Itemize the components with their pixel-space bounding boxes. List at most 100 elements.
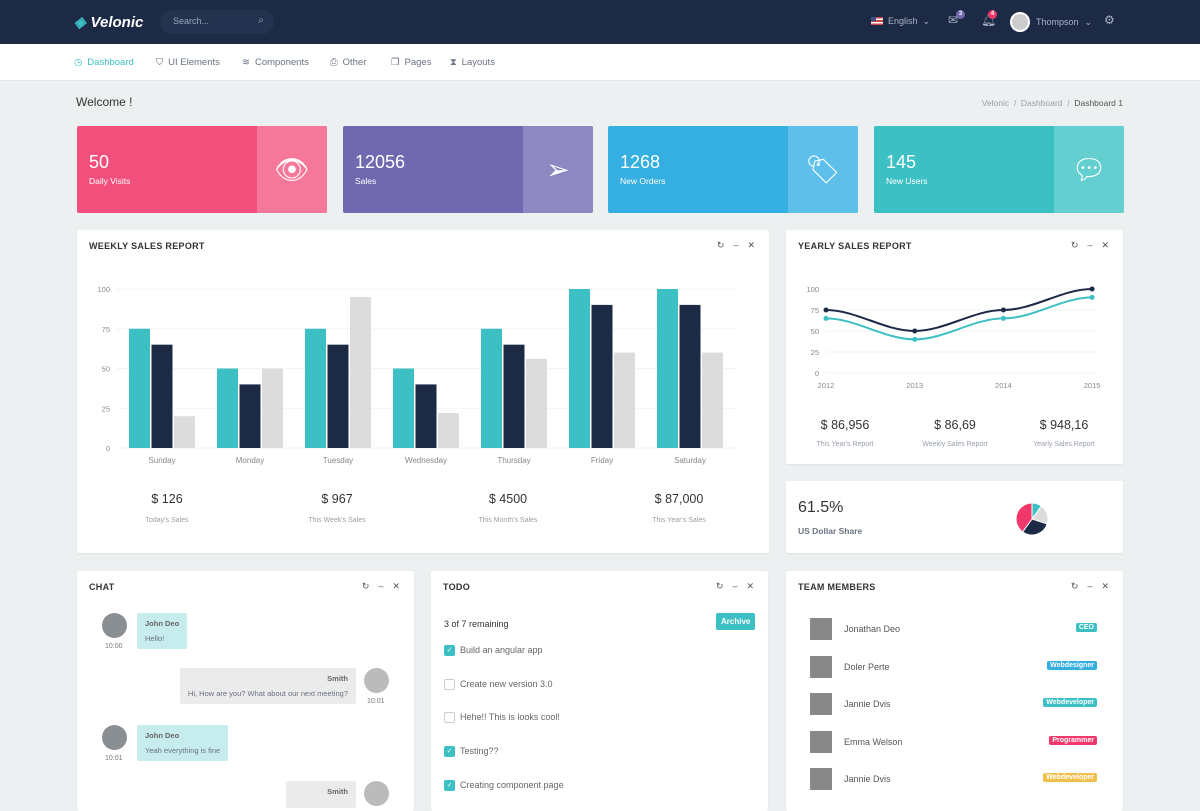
line-point [912,336,918,342]
dashboard-icon: ◷ [74,57,83,68]
breadcrumb-link[interactable]: Dashboard [1020,98,1063,108]
stat-card: 1268 New Orders 🏷︎ [608,126,858,213]
logo[interactable]: ◈ Velonic [74,13,144,32]
refresh-icon[interactable]: ↻ [1070,581,1079,591]
share-pie-chart [1015,502,1049,536]
stat-value: 12056 [355,152,406,172]
x-tick-label: 2012 [818,381,835,390]
todo-item: Create new version 3.0 [460,678,553,689]
close-icon[interactable]: ✕ [746,581,754,591]
summary-label: Weekly Sales Report [922,441,988,448]
close-icon[interactable]: ✕ [1101,240,1109,250]
y-tick-label: 100 [97,285,110,294]
summary-value: $ 87,000 [654,492,704,506]
todo-checkbox[interactable]: ✓ [444,746,455,758]
member-name[interactable]: Emma Welson [844,736,903,747]
chat-message: Smith [286,781,356,808]
sender-name: Smith [327,674,348,683]
chevron-down-icon: ⌄ [1084,16,1093,27]
message-time: 10:01 [105,755,123,762]
avatar [364,781,389,806]
bar [481,328,502,448]
weekly-sales-panel: WEEKLY SALES REPORT ↻ – ✕ 0 25 50 75 100 Sunday… [77,230,769,553]
user-menu[interactable]: Thompson ⌄ [1010,12,1092,32]
stat-value: 1268 [620,152,661,172]
mail-icon[interactable]: ✉ 3 [948,10,965,27]
bar [614,352,635,448]
close-icon[interactable]: ✕ [392,581,400,591]
nav-item-components[interactable]: ≋ Components [242,57,309,68]
line-series [825,288,1093,333]
stat-value: 145 [886,152,917,172]
x-tick-label: 2015 [1084,381,1101,390]
nav-item-layouts[interactable]: ⧗ Layouts [450,57,495,68]
todo-checkbox[interactable]: ✓ [444,645,455,656]
summary-value: $ 967 [321,492,353,506]
role-badge: Webdeveloper [1043,698,1097,707]
bar [569,289,590,448]
member-name[interactable]: Jannie Dvis [844,774,891,784]
nav-item-pages[interactable]: ❐ Pages [391,57,432,68]
avatar [102,725,127,750]
mail-badge: 3 [956,10,965,19]
summary-label: This Month's Sales [478,517,538,524]
avatar [1010,12,1030,32]
breadcrumb-link[interactable]: Velonic [981,98,1010,108]
y-tick-label: 50 [811,327,819,336]
eye-icon: 👁︎ [257,126,327,213]
language-select[interactable]: English ⌄ [871,16,930,27]
bar [415,384,437,448]
role-badge: Webdeveloper [1043,773,1097,782]
close-icon[interactable]: ✕ [747,240,755,250]
breadcrumb-current: Dashboard 1 [1074,98,1123,108]
bar [217,368,238,448]
minimize-icon[interactable]: – [1087,240,1093,250]
refresh-icon[interactable]: ↻ [361,581,370,591]
search-input[interactable]: Search... ⌕ [160,10,274,34]
refresh-icon[interactable]: ↻ [715,581,724,591]
line-point [1000,307,1006,313]
todo-panel: TODO ↻ – ✕ 3 of 7 remaining Archive ✓ Build… [431,571,768,811]
x-tick-label: 2013 [906,381,923,390]
panel-title: YEARLY SALES REPORT [798,241,912,251]
todo-checkbox[interactable]: ✓ [444,779,455,791]
refresh-icon[interactable]: ↻ [716,240,725,250]
member-name[interactable]: Jannie Dvis [844,699,891,709]
bar [262,368,283,448]
bar [327,344,349,448]
member-name[interactable]: Jonathan Deo [844,624,901,634]
bar [393,368,414,448]
summary-value: $ 86,956 [820,418,870,432]
stat-label: Daily Visits [89,176,131,186]
bar [239,384,261,448]
todo-item: Testing?? [460,746,499,757]
minimize-icon[interactable]: – [1087,581,1093,591]
todo-remaining: 3 of 7 remaining [444,619,509,629]
nav-item-ui-elements[interactable]: ⛉ UI Elements [156,57,220,68]
refresh-icon[interactable]: ↻ [1070,240,1079,250]
nav-item-dashboard[interactable]: ◷ Dashboard [74,57,134,68]
bell-icon[interactable]: 🔔︎ 4 [981,10,997,27]
archive-button[interactable]: Archive [716,613,756,630]
avatar [364,668,389,693]
minimize-icon[interactable]: – [732,581,738,591]
sender-name: Smith [327,787,348,796]
role-badge: Programmer [1049,735,1097,745]
close-icon[interactable]: ✕ [1101,581,1109,591]
bar [438,413,459,448]
search-icon[interactable]: ⌕ [258,15,264,26]
file-icon: ❐ [391,57,400,68]
minimize-icon[interactable]: – [733,240,739,250]
bar [657,289,678,448]
avatar [810,618,832,640]
minimize-icon[interactable]: – [378,581,384,591]
gear-icon[interactable]: ⚙ [1104,13,1115,27]
todo-checkbox[interactable] [444,712,455,724]
nav-item-other[interactable]: ⎙ Other [330,57,367,68]
team-panel: TEAM MEMBERS ↻ – ✕ Jonathan Deo CEO Doler Pe… [786,571,1123,811]
stat-label: New Users [886,176,928,186]
breadcrumb: Velonic / Dashboard / Dashboard 1 [981,98,1123,108]
member-name[interactable]: Doler Perte [844,661,890,672]
stat-label: New Orders [620,176,666,186]
todo-checkbox[interactable] [444,678,455,690]
